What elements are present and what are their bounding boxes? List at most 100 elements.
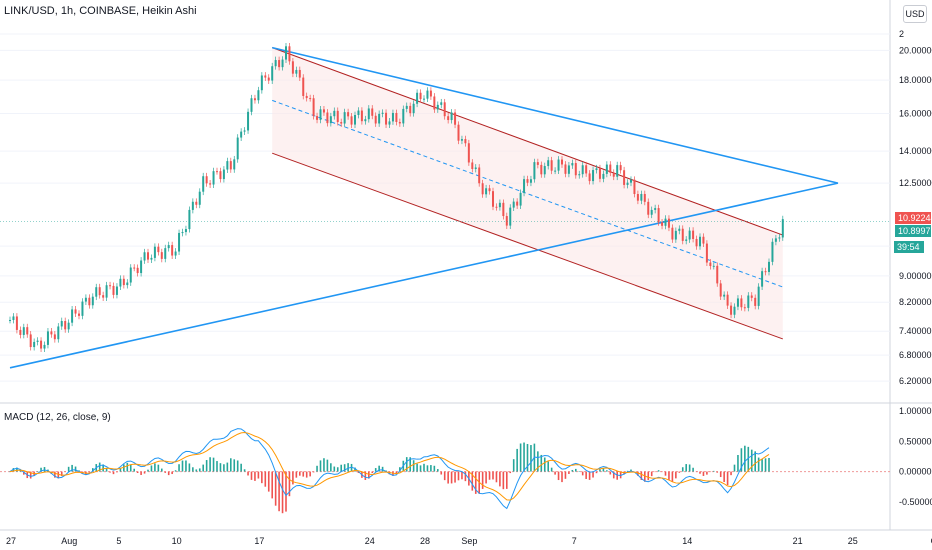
macd-histogram-bar [437,469,439,472]
candle-body [412,103,415,114]
candle-body [567,165,570,174]
currency-button[interactable]: USD [903,5,927,23]
macd-histogram-bar [668,471,670,480]
candle-body [571,163,574,166]
macd-histogram-bar [409,457,411,472]
candle-body [178,232,181,252]
candle-body [115,286,118,295]
macd-histogram-bar [726,471,729,486]
candle-body [474,167,477,170]
macd-histogram-bar [640,471,643,480]
candle-body [574,163,577,176]
macd-histogram-bar [592,471,594,478]
candle-body [657,208,660,223]
macd-histogram-bar [212,457,215,472]
macd-histogram-bar [571,469,574,472]
macd-histogram-bar [609,471,612,475]
candle-body [554,170,557,172]
macd-histogram-bar [657,470,660,472]
candle-body [485,188,488,195]
macd-histogram-bar [74,466,77,472]
candle-body [723,294,726,297]
macd-histogram-bar [744,445,746,472]
candle-body [671,227,674,240]
candle-body [340,122,343,124]
macd-histogram-bar [195,469,198,472]
macd-histogram-bar [368,471,370,479]
candle-body [250,98,253,112]
macd-histogram-bar [154,463,156,472]
macd-histogram-bar [336,467,339,472]
macd-histogram-bar [254,471,256,481]
macd-histogram-bar [426,465,429,472]
candle-body [12,316,15,320]
macd-histogram-bar [299,471,301,476]
macd-histogram-bar [36,471,39,472]
candle-body [109,285,112,287]
candle-body [619,165,622,171]
candle-body [774,238,777,242]
macd-histogram-bar [699,471,701,474]
macd-histogram-bar [761,459,763,472]
candle-body [523,179,526,193]
candle-body [78,313,80,316]
macd-histogram-bar [644,471,646,482]
candle-body [191,201,194,210]
macd-histogram-bar [519,443,522,472]
chart-title: LINK/USD, 1h, COINBASE, Heikin Ashi [4,5,197,17]
candle-body [133,267,136,269]
candle-body [136,267,139,274]
candle-body [257,90,260,101]
candle-body [229,161,232,170]
candle-body [564,164,567,174]
channel-lower-line [272,152,783,340]
macd-histogram-bar [492,471,494,480]
candle-body [295,69,298,74]
candle-body [588,173,591,182]
candle-body [316,116,319,120]
candle-body [678,228,681,231]
macd-histogram-bar [233,459,236,472]
candle-body [616,165,619,177]
y-tick-label: 8.20000 [899,297,932,307]
candle-body [326,112,329,124]
macd-histogram-bar [302,471,305,477]
macd-histogram-bar [681,467,684,472]
candle-body [288,46,291,62]
macd-histogram-bar [557,471,560,481]
macd-histogram-bar [585,471,587,479]
candle-body [643,193,646,202]
macd-histogram-bar [602,468,605,472]
macd-histogram-bar [450,471,453,484]
macd-histogram-bar [326,459,329,472]
candle-body [674,230,677,240]
macd-histogram-bar [174,470,177,472]
x-tick-label: 7 [572,536,577,546]
macd-histogram-bar [274,471,277,506]
candle-body [102,295,105,298]
candle-body [581,165,584,175]
candle-body [754,297,757,306]
candle-body [533,162,536,180]
candle-body [233,159,236,170]
macd-histogram-bar [157,464,160,472]
macd-histogram-bar [564,471,567,479]
macd-histogram-bar [116,471,118,473]
candle-body [53,334,56,340]
macd-histogram-bar [416,463,418,472]
candle-body [612,172,615,177]
candle-body [471,162,474,170]
candle-body [243,130,246,132]
macd-histogram-bar [612,471,615,479]
candle-body [385,112,388,125]
candle-body [764,271,767,273]
candle-body [343,112,346,124]
candle-body [681,228,684,241]
candle-body [216,171,218,173]
macd-histogram-bar [305,471,308,478]
macd-histogram-bar [236,460,239,472]
candle-body [81,301,84,316]
candle-body [733,306,736,315]
candle-body [416,92,419,104]
